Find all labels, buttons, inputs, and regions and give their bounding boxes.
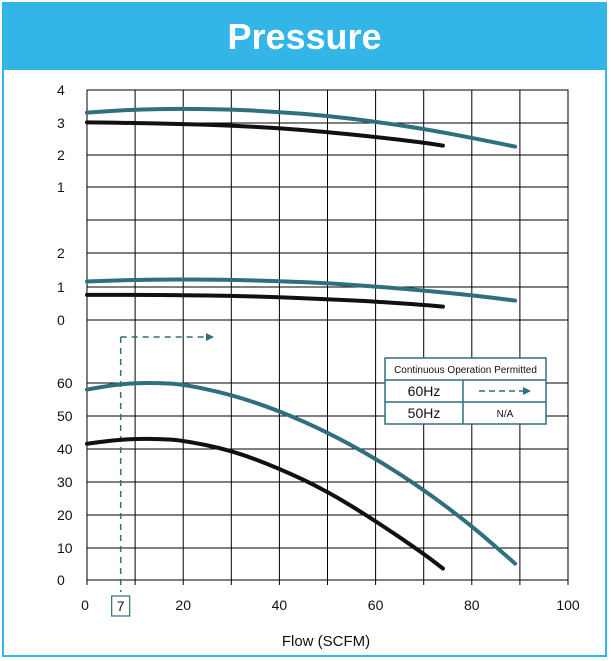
y-tick-label-middle: 2 xyxy=(57,245,65,261)
series-line-bottom-60hz xyxy=(85,381,518,566)
x-tick-label: 100 xyxy=(556,597,580,613)
x-axis-label: Flow (SCFM) xyxy=(282,633,370,650)
y-tick-label-bottom: 0 xyxy=(57,572,65,588)
y-tick-label-bottom: 60 xyxy=(57,375,73,391)
y-tick-label-bottom: 40 xyxy=(57,441,73,457)
page-title: Pressure xyxy=(227,16,382,57)
legend-arrowhead xyxy=(523,387,531,395)
legend-value-50hz: N/A xyxy=(497,409,514,420)
x-marker-label: 7 xyxy=(117,598,125,614)
x-tick-label: 60 xyxy=(368,597,384,613)
y-tick-label-top: 4 xyxy=(57,82,65,98)
series-line-top-60hz xyxy=(85,106,518,149)
legend-header: Continuous Operation Permitted xyxy=(394,365,537,376)
y-tick-label-top: 1 xyxy=(57,179,65,195)
x-tick-label: 40 xyxy=(272,597,288,613)
legend-freq-60hz: 60Hz xyxy=(408,383,441,399)
series-line-middle-50hz xyxy=(85,292,445,309)
legend-freq-50hz: 50Hz xyxy=(408,405,441,421)
y-tick-label-bottom: 20 xyxy=(57,507,73,523)
x-tick-label: 20 xyxy=(175,597,191,613)
continuous-op-arrowhead xyxy=(206,333,214,341)
y-tick-label-middle: 1 xyxy=(57,279,65,295)
x-tick-label: 0 xyxy=(81,597,89,613)
y-tick-label-middle: 0 xyxy=(57,312,65,328)
y-tick-label-top: 2 xyxy=(57,147,65,163)
y-tick-label-top: 3 xyxy=(57,115,65,131)
y-tick-label-bottom: 50 xyxy=(57,408,73,424)
x-marker-box xyxy=(111,595,131,617)
y-tick-label-bottom: 30 xyxy=(57,474,73,490)
series-line-middle-60hz xyxy=(85,277,518,303)
x-tick-label: 80 xyxy=(464,597,480,613)
header-bar: Pressure xyxy=(4,4,605,70)
y-tick-label-bottom: 10 xyxy=(57,540,73,556)
series-line-bottom-50hz xyxy=(85,436,445,571)
series-line-top-50hz xyxy=(85,120,445,148)
